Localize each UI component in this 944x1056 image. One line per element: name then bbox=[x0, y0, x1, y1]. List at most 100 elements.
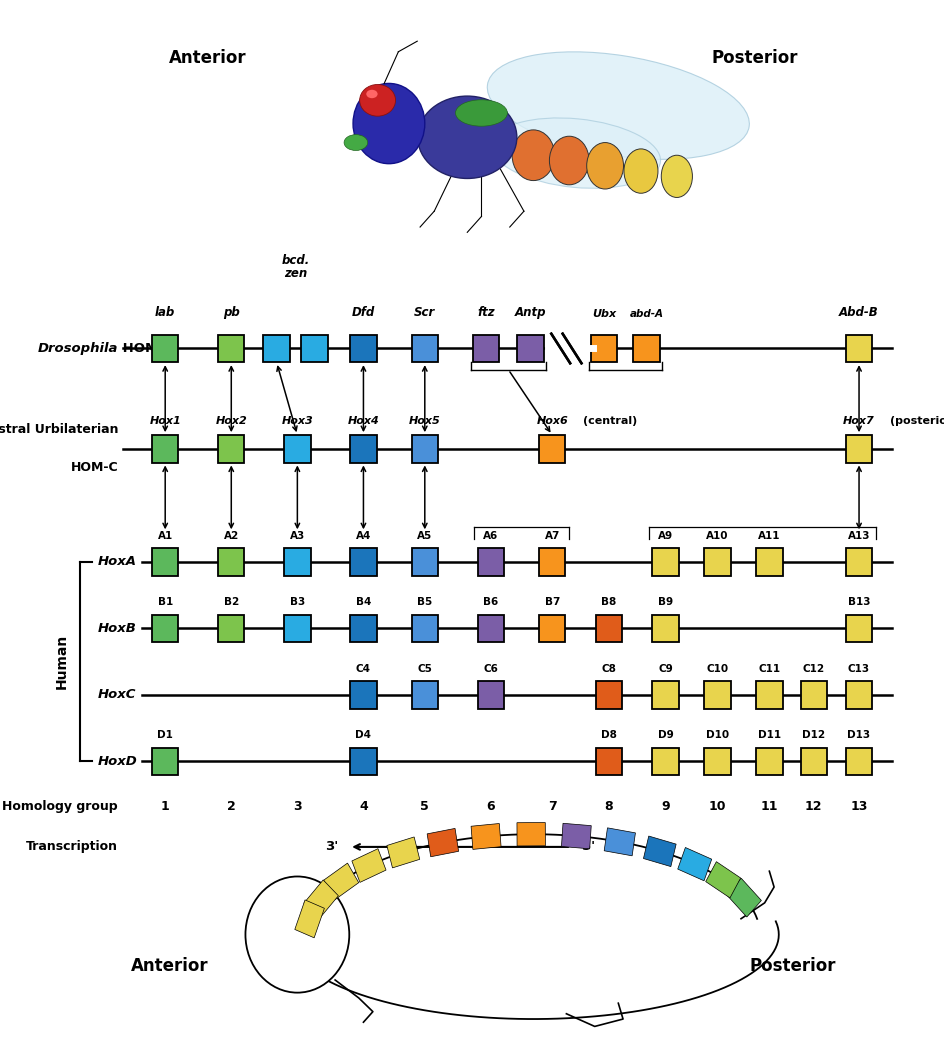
Text: 13: 13 bbox=[851, 800, 868, 813]
Bar bbox=[478, 548, 504, 576]
Text: D1: D1 bbox=[158, 731, 173, 740]
Bar bbox=[801, 681, 827, 709]
Text: Transcription: Transcription bbox=[26, 841, 118, 853]
Text: B8: B8 bbox=[601, 598, 616, 607]
Bar bbox=[284, 435, 311, 463]
Text: A4: A4 bbox=[356, 531, 371, 541]
Bar bbox=[350, 615, 377, 642]
Bar bbox=[218, 435, 244, 463]
Bar bbox=[846, 681, 872, 709]
Text: Human: Human bbox=[55, 634, 69, 690]
Bar bbox=[218, 615, 244, 642]
Bar bbox=[706, 862, 741, 898]
Bar bbox=[473, 335, 499, 362]
Text: Hox5: Hox5 bbox=[409, 416, 441, 426]
Bar bbox=[846, 548, 872, 576]
Bar bbox=[517, 823, 546, 846]
Ellipse shape bbox=[417, 96, 516, 178]
Text: B1: B1 bbox=[158, 598, 173, 607]
Bar bbox=[727, 879, 762, 917]
Text: Hox7: Hox7 bbox=[843, 416, 875, 426]
Bar bbox=[596, 748, 622, 775]
Bar bbox=[596, 615, 622, 642]
Text: 2: 2 bbox=[227, 800, 236, 813]
Text: 7: 7 bbox=[548, 800, 557, 813]
Text: Drosophila: Drosophila bbox=[38, 342, 118, 355]
Text: Anterior: Anterior bbox=[131, 957, 209, 976]
Text: abd-A: abd-A bbox=[630, 309, 664, 319]
Text: bcd.
zen: bcd. zen bbox=[281, 253, 310, 280]
Bar bbox=[652, 615, 679, 642]
Bar bbox=[644, 836, 676, 867]
Bar bbox=[471, 824, 501, 849]
Bar bbox=[539, 435, 565, 463]
Text: C8: C8 bbox=[601, 664, 616, 674]
Bar bbox=[263, 335, 290, 362]
Bar bbox=[704, 748, 731, 775]
Text: A3: A3 bbox=[290, 531, 305, 541]
Text: 12: 12 bbox=[805, 800, 822, 813]
Ellipse shape bbox=[586, 143, 623, 189]
Text: B13: B13 bbox=[848, 598, 870, 607]
Text: B3: B3 bbox=[290, 598, 305, 607]
Text: Hox1: Hox1 bbox=[149, 416, 181, 426]
Text: HoxD: HoxD bbox=[97, 755, 137, 768]
Text: D4: D4 bbox=[356, 731, 371, 740]
Bar bbox=[350, 748, 377, 775]
Bar bbox=[152, 615, 178, 642]
Bar bbox=[412, 615, 438, 642]
Bar bbox=[604, 828, 635, 855]
Text: D11: D11 bbox=[758, 731, 781, 740]
Text: 8: 8 bbox=[604, 800, 614, 813]
Text: D13: D13 bbox=[848, 731, 870, 740]
Text: Hox4: Hox4 bbox=[347, 416, 379, 426]
Text: A2: A2 bbox=[224, 531, 239, 541]
Text: ftz: ftz bbox=[478, 306, 495, 319]
Text: HoxA: HoxA bbox=[97, 555, 136, 568]
Text: 3': 3' bbox=[325, 841, 338, 853]
Text: A9: A9 bbox=[658, 531, 673, 541]
Bar bbox=[517, 335, 544, 362]
Text: Abd-B: Abd-B bbox=[839, 306, 879, 319]
Text: Anterior: Anterior bbox=[169, 49, 246, 68]
Text: B4: B4 bbox=[356, 598, 371, 607]
Text: A11: A11 bbox=[758, 531, 781, 541]
Bar bbox=[284, 548, 311, 576]
Bar bbox=[591, 335, 617, 362]
Text: C6: C6 bbox=[483, 664, 498, 674]
Text: B5: B5 bbox=[417, 598, 432, 607]
Text: Dfd: Dfd bbox=[352, 306, 375, 319]
Text: B6: B6 bbox=[483, 598, 498, 607]
Bar bbox=[412, 335, 438, 362]
Bar bbox=[539, 548, 565, 576]
Bar bbox=[704, 548, 731, 576]
Bar bbox=[539, 615, 565, 642]
Ellipse shape bbox=[456, 99, 508, 126]
Text: C10: C10 bbox=[706, 664, 729, 674]
Text: 6: 6 bbox=[486, 800, 496, 813]
Ellipse shape bbox=[487, 52, 750, 159]
Text: 4: 4 bbox=[359, 800, 368, 813]
Text: 10: 10 bbox=[709, 800, 726, 813]
Bar bbox=[152, 335, 178, 362]
Text: Antp: Antp bbox=[514, 306, 547, 319]
Bar bbox=[218, 548, 244, 576]
Ellipse shape bbox=[360, 84, 396, 116]
Bar bbox=[152, 548, 178, 576]
Text: C11: C11 bbox=[758, 664, 781, 674]
Text: D8: D8 bbox=[601, 731, 616, 740]
Bar bbox=[350, 435, 377, 463]
Circle shape bbox=[245, 876, 349, 993]
Text: 5': 5' bbox=[582, 841, 596, 853]
Text: Posterior: Posterior bbox=[750, 957, 836, 976]
Bar bbox=[846, 435, 872, 463]
Text: Ubx: Ubx bbox=[592, 309, 616, 319]
Text: HoxC: HoxC bbox=[97, 689, 136, 701]
Bar bbox=[350, 548, 377, 576]
Ellipse shape bbox=[661, 155, 692, 197]
Text: HOM-C: HOM-C bbox=[118, 342, 174, 355]
Bar bbox=[304, 880, 338, 919]
Bar bbox=[801, 748, 827, 775]
Text: pb: pb bbox=[223, 306, 240, 319]
Ellipse shape bbox=[491, 118, 661, 188]
